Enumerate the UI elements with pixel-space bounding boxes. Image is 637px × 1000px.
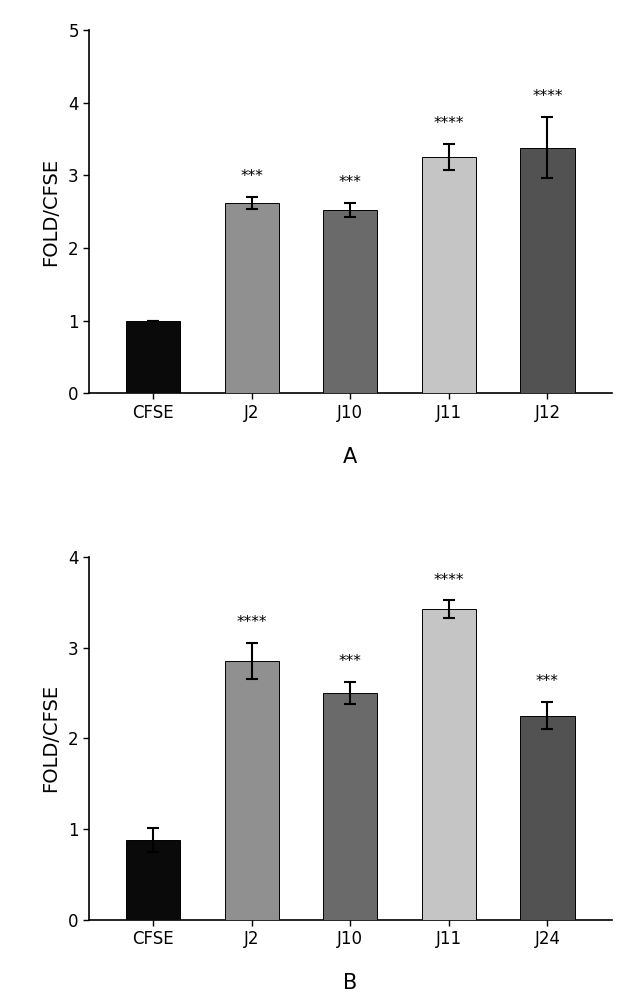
Bar (520, 148, 575, 393)
Bar (126, 321, 180, 393)
Bar (225, 203, 279, 393)
Bar (422, 609, 476, 920)
Text: ****: **** (434, 116, 464, 131)
Bar (323, 210, 378, 393)
Bar (520, 716, 575, 920)
Y-axis label: FOLD/CFSE: FOLD/CFSE (41, 158, 60, 266)
X-axis label: A: A (343, 447, 357, 467)
Bar (323, 693, 378, 920)
Bar (422, 157, 476, 393)
Bar (126, 840, 180, 920)
Text: ***: *** (536, 674, 559, 689)
Text: ***: *** (240, 169, 263, 184)
Text: ***: *** (339, 654, 362, 669)
Text: ****: **** (532, 89, 562, 104)
Text: ****: **** (434, 573, 464, 588)
Text: ***: *** (339, 175, 362, 190)
X-axis label: B: B (343, 973, 357, 993)
Text: ****: **** (236, 615, 267, 630)
Bar (225, 661, 279, 920)
Y-axis label: FOLD/CFSE: FOLD/CFSE (41, 684, 60, 792)
